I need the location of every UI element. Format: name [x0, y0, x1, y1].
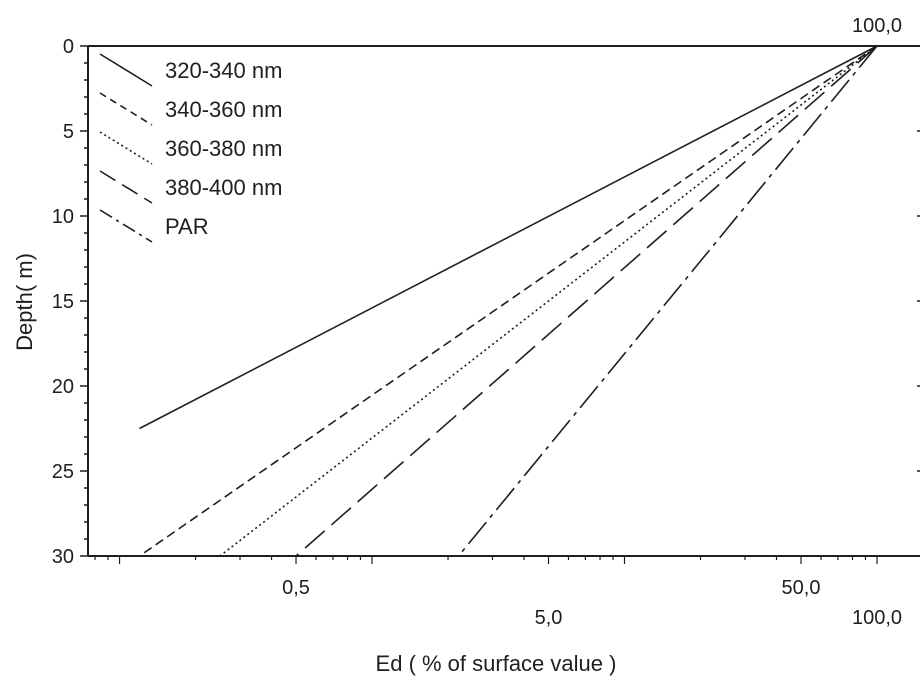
legend-label: PAR	[165, 214, 209, 239]
axes: 0 5 10 15 20 25 30 0,5 50,0 5,0 100,0 100,0	[52, 15, 920, 629]
legend-swatch	[99, 92, 153, 126]
y-tick-label: 0	[63, 36, 74, 58]
legend-label: 360-380 nm	[165, 136, 282, 161]
legend: 320-340 nm 340-360 nm 360-380 nm 380-400 nm…	[99, 53, 282, 243]
series-line	[457, 45, 878, 557]
legend-swatch	[99, 209, 153, 243]
top-tick-label: 100,0	[852, 15, 902, 37]
legend-swatch	[99, 53, 153, 87]
series-line	[139, 45, 878, 430]
legend-label: 340-360 nm	[165, 97, 282, 122]
x-tick-label: 100,0	[852, 607, 902, 629]
y-tick-label: 20	[52, 376, 74, 398]
x-axis-label: Ed ( % of surface value )	[376, 651, 617, 676]
x-tick-label: 5,0	[535, 607, 563, 629]
y-tick-label: 30	[52, 546, 74, 568]
series-line	[295, 45, 878, 557]
series-line	[219, 45, 878, 557]
series-line	[139, 45, 878, 557]
y-tick-label: 5	[63, 121, 74, 143]
legend-label: 320-340 nm	[165, 58, 282, 83]
y-tick-label: 10	[52, 206, 74, 228]
legend-label: 380-400 nm	[165, 175, 282, 200]
y-axis-label: Depth( m)	[12, 253, 37, 351]
y-tick-label: 25	[52, 461, 74, 483]
legend-swatch	[99, 170, 153, 204]
x-tick-label: 0,5	[282, 577, 310, 599]
y-tick-label: 15	[52, 291, 74, 313]
legend-swatch	[99, 131, 153, 165]
x-tick-label: 50,0	[782, 577, 821, 599]
series-lines	[139, 45, 878, 557]
